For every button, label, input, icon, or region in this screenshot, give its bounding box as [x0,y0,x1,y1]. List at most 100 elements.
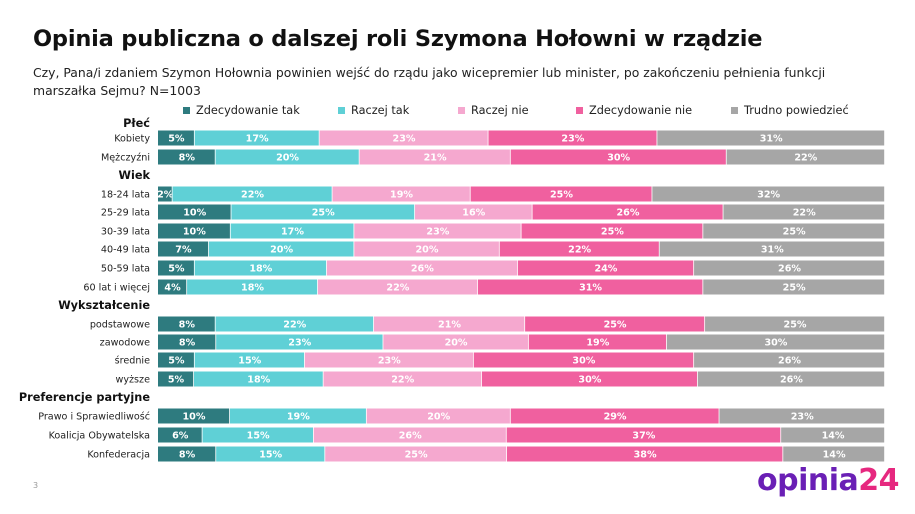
data-label: 15% [247,431,270,442]
bar-segment [359,149,510,165]
legend-item: Zdecydowanie nie [576,104,692,117]
data-label: 14% [823,450,846,461]
data-label: 8% [179,338,196,349]
data-label: 31% [760,134,783,145]
bar-segment [719,408,885,424]
chart-legend: Zdecydowanie tak Raczej tak Raczej nie Zdec… [0,104,915,120]
data-label: 30% [607,153,630,164]
category-label: Konfederacja [87,450,150,461]
data-label: 5% [168,264,185,275]
bar-segment [723,204,885,220]
bar-segment [705,316,885,332]
data-label: 8% [179,153,196,164]
group-label: Płeć [123,117,150,130]
opinia24-logo: opinia24 [757,463,900,498]
data-label: 15% [259,450,282,461]
data-label: 25% [604,320,627,331]
logo-text: opinia [757,463,859,498]
legend-swatch [576,107,583,114]
data-label: 14% [822,431,845,442]
legend-label: Raczej tak [351,104,410,117]
legend-item: Raczej nie [458,104,529,117]
category-label: Koalicja Obywatelska [49,431,150,442]
page-number: 3 [33,481,39,490]
bar-segment [158,186,172,202]
bar-segment [230,223,354,239]
data-label: 23% [378,356,401,367]
bar-segment [703,279,885,295]
bar-segment [703,223,885,239]
category-label: 25-29 lata [101,208,150,219]
data-label: 26% [780,375,803,386]
bar-segment [521,223,703,239]
bar-segment [317,279,478,295]
data-label: 20% [270,245,293,256]
bar-segment [158,427,202,443]
bar-segment [506,427,781,443]
data-label: 18% [241,283,264,294]
bar-segment [488,130,657,146]
bar-segment [470,186,652,202]
data-label: 22% [793,208,816,219]
data-label: 30% [572,356,595,367]
data-label: 22% [386,283,409,294]
data-label: 10% [183,227,206,238]
category-label: 50-59 lata [101,264,150,275]
data-label: 5% [168,375,185,386]
bar-segment [158,316,215,332]
data-label: 2% [157,190,174,201]
bar-segment [193,371,323,387]
bar-segment [158,408,230,424]
data-label: 19% [390,190,413,201]
bar-segment [781,427,885,443]
bar-segment [510,408,719,424]
chart-subtitle: Czy, Pana/i zdaniem Szymon Hołownia powi… [33,65,826,98]
data-label: 22% [794,153,817,164]
bar-segment [158,260,194,276]
bar-segment [194,260,327,276]
data-label: 17% [246,134,269,145]
data-label: 23% [561,134,584,145]
legend-swatch [731,107,738,114]
legend-label: Zdecydowanie tak [196,104,300,117]
bar-segment [354,241,499,257]
bar-segment [194,352,305,368]
group-label: Wiek [118,169,150,182]
data-label: 7% [175,245,192,256]
data-label: 37% [632,431,655,442]
bar-segment [694,260,885,276]
bar-segment [659,241,885,257]
category-label: Kobiety [114,134,150,145]
data-label: 22% [391,375,414,386]
data-label: 25% [783,227,806,238]
data-label: 23% [393,134,416,145]
data-label: 26% [411,264,434,275]
category-label: 18-24 lata [101,190,150,201]
category-label: wyższe [116,375,151,386]
bar-segment [158,241,209,257]
category-label: 60 lat i więcej [83,283,150,294]
bar-segment [652,186,885,202]
category-label: średnie [115,355,150,367]
data-label: 26% [778,264,801,275]
bar-segment [216,334,383,350]
data-label: 38% [634,450,657,461]
bar-segment [373,316,525,332]
bar-segment [158,279,187,295]
data-label: 10% [183,208,206,219]
data-label: 25% [550,190,573,201]
bar-segment [528,334,667,350]
bar-segment [187,279,318,295]
bar-segment [158,371,194,387]
data-label: 18% [247,375,270,386]
bar-segment [313,427,506,443]
data-label: 26% [399,431,422,442]
group-label: Wykształcenie [58,299,150,312]
data-label: 21% [438,320,461,331]
bar-segment [532,204,723,220]
category-label: podstawowe [90,320,150,331]
data-label: 20% [427,412,450,423]
bar-segment [517,260,694,276]
bar-segment [332,186,470,202]
data-label: 23% [791,412,814,423]
